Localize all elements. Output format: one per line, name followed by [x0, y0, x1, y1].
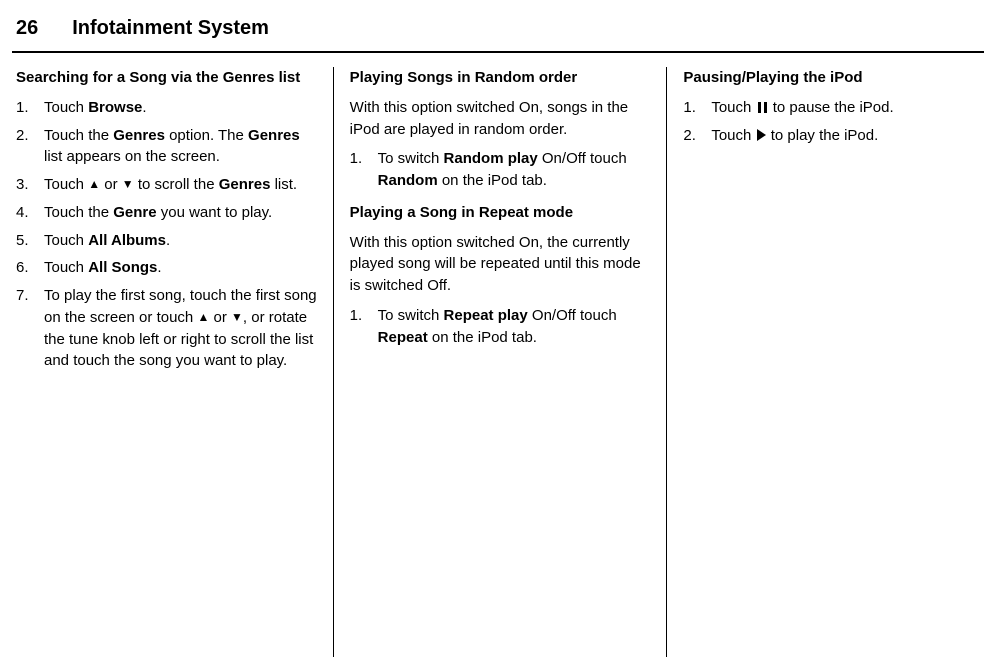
- col1-step-2: Touch the Genres option. The Genres list…: [16, 125, 317, 169]
- text: to play the iPod.: [767, 127, 879, 144]
- bold: Genre: [113, 204, 156, 221]
- col2-heading-1: Playing Songs in Random order: [350, 67, 651, 89]
- text: .: [157, 259, 161, 276]
- column-2: Playing Songs in Random order With this …: [333, 67, 667, 657]
- play-icon: [757, 129, 766, 141]
- col1-step-5: Touch All Albums.: [16, 230, 317, 252]
- bold: Genres: [219, 176, 271, 193]
- bold: Repeat: [378, 329, 428, 346]
- col1-heading: Searching for a Song via the Genres list: [16, 67, 317, 89]
- text: Touch: [44, 99, 88, 116]
- page-number: 26: [16, 14, 38, 43]
- text: or: [100, 176, 122, 193]
- bold: Browse: [88, 99, 142, 116]
- col1-step-7: To play the first song, touch the first …: [16, 285, 317, 372]
- bold: Genres: [113, 127, 165, 144]
- text: or: [209, 309, 231, 326]
- text: to scroll the: [134, 176, 219, 193]
- col2-para-2: With this option switched On, the curren…: [350, 232, 651, 297]
- bold: Random play: [444, 150, 538, 167]
- col1-step-6: Touch All Songs.: [16, 257, 317, 279]
- page-title: Infotainment System: [72, 14, 269, 43]
- text: Touch: [44, 176, 88, 193]
- text: list appears on the screen.: [44, 148, 220, 165]
- bold: All Albums: [88, 232, 166, 249]
- col2-random-step-1: To switch Random play On/Off touch Rando…: [350, 148, 651, 192]
- triangle-down-icon: ▼: [231, 311, 243, 323]
- col1-step-3: Touch ▲ or ▼ to scroll the Genres list.: [16, 174, 317, 196]
- col2-heading-2: Playing a Song in Repeat mode: [350, 202, 651, 224]
- page-header: 26 Infotainment System: [12, 14, 984, 53]
- text: Touch the: [44, 204, 113, 221]
- text: Touch: [44, 259, 88, 276]
- col3-step-2: Touch to play the iPod.: [683, 125, 984, 147]
- bold: Repeat play: [444, 307, 528, 324]
- bold: Genres: [248, 127, 300, 144]
- text: .: [142, 99, 146, 116]
- col1-step-1: Touch Browse.: [16, 97, 317, 119]
- bold: Random: [378, 172, 438, 189]
- text: To switch: [378, 150, 444, 167]
- text: option. The: [165, 127, 248, 144]
- text: To switch: [378, 307, 444, 324]
- content-columns: Searching for a Song via the Genres list…: [12, 67, 984, 657]
- text: Touch: [711, 99, 755, 116]
- text: on the iPod tab.: [438, 172, 547, 189]
- text: Touch: [44, 232, 88, 249]
- col2-repeat-steps: To switch Repeat play On/Off touch Repea…: [350, 305, 651, 349]
- col3-heading: Pausing/Playing the iPod: [683, 67, 984, 89]
- text: .: [166, 232, 170, 249]
- col1-steps: Touch Browse. Touch the Genres option. T…: [16, 97, 317, 372]
- text: on the iPod tab.: [428, 329, 537, 346]
- pause-icon: [758, 102, 767, 113]
- text: list.: [270, 176, 297, 193]
- text: to pause the iPod.: [769, 99, 894, 116]
- text: On/Off touch: [538, 150, 627, 167]
- bold: All Songs: [88, 259, 157, 276]
- triangle-up-icon: ▲: [197, 311, 209, 323]
- triangle-down-icon: ▼: [122, 178, 134, 190]
- text: Touch: [711, 127, 755, 144]
- column-1: Searching for a Song via the Genres list…: [12, 67, 333, 657]
- column-3: Pausing/Playing the iPod Touch to pause …: [666, 67, 984, 657]
- col2-para-1: With this option switched On, songs in t…: [350, 97, 651, 141]
- col1-step-4: Touch the Genre you want to play.: [16, 202, 317, 224]
- text: Touch the: [44, 127, 113, 144]
- col3-step-1: Touch to pause the iPod.: [683, 97, 984, 119]
- col3-steps: Touch to pause the iPod. Touch to play t…: [683, 97, 984, 147]
- text: On/Off touch: [528, 307, 617, 324]
- col2-random-steps: To switch Random play On/Off touch Rando…: [350, 148, 651, 192]
- triangle-up-icon: ▲: [88, 178, 100, 190]
- col2-repeat-step-1: To switch Repeat play On/Off touch Repea…: [350, 305, 651, 349]
- text: you want to play.: [157, 204, 273, 221]
